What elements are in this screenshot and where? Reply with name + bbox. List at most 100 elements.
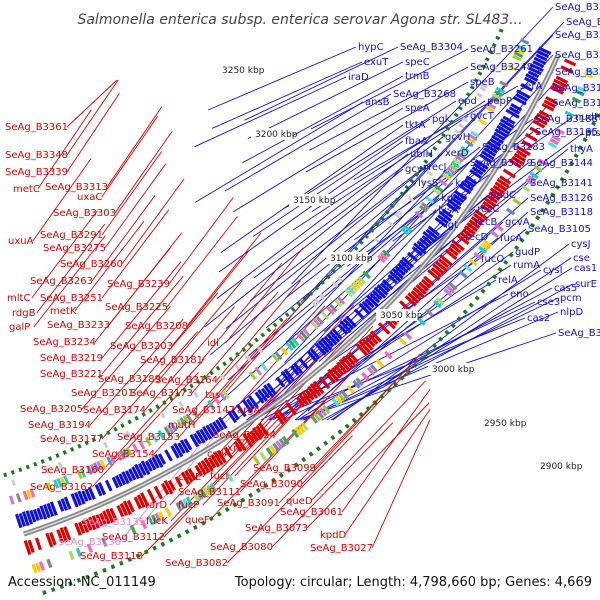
forward-leader-line [153, 343, 254, 455]
forward-gene-label: SeAg_B3251 [40, 293, 103, 304]
tick-marker-inner [25, 464, 30, 470]
reverse-gene-arrow [337, 323, 349, 335]
cog-track-forward [140, 519, 148, 530]
reverse-gene-arrow [533, 56, 547, 66]
tick-marker-inner [296, 301, 302, 307]
reverse-gene-arrow [421, 235, 433, 245]
reverse-gene-arrow [502, 115, 516, 125]
tick-marker-outer [444, 329, 450, 335]
tick-marker-inner [481, 64, 487, 69]
forward-gene-arrow [285, 402, 297, 416]
tick-marker-inner [127, 419, 132, 425]
forward-gene-arrow [312, 380, 325, 395]
cog-track-forward [551, 134, 561, 142]
forward-gene-label: rarD [145, 500, 167, 511]
reverse-gene-arrow [494, 128, 509, 138]
reverse-gene-arrow [245, 398, 256, 410]
reverse-gene-label: ansB [365, 97, 390, 108]
tick-marker-inner [484, 57, 490, 62]
forward-gene-arrow [468, 219, 481, 229]
tick-marker-outer [540, 207, 546, 213]
tick-marker-outer [76, 577, 82, 583]
reverse-gene-label: speA [405, 103, 430, 114]
cog-track-forward [537, 158, 548, 166]
cog-track-forward [322, 405, 331, 415]
reverse-gene-arrow [358, 302, 371, 315]
tick-marker-inner [325, 274, 331, 280]
cog-track-forward [403, 331, 413, 341]
tick-marker-inner [461, 99, 467, 104]
reverse-gene-label: eno [510, 289, 529, 300]
reverse-gene-label: fucO [481, 254, 504, 265]
tick-marker-inner [209, 370, 214, 376]
forward-gene-arrow [153, 485, 163, 500]
cog-track-forward [68, 550, 75, 561]
reverse-gene-label: iraD [348, 72, 369, 83]
tick-marker-outer [248, 492, 254, 498]
tick-marker-inner [260, 332, 266, 338]
forward-leader-line [81, 306, 171, 410]
forward-gene-label: SeAg_B3275 [43, 243, 106, 254]
forward-leader-line [202, 386, 316, 506]
reverse-leader-line [216, 153, 409, 299]
reverse-gene-arrow [193, 433, 202, 445]
cog-track-reverse [377, 254, 386, 263]
forward-gene-label: SeAg_B3147 [172, 405, 235, 416]
reverse-leader-line [305, 81, 469, 173]
forward-gene-arrow [365, 336, 376, 348]
reverse-gene-arrow [527, 70, 540, 79]
tick-marker-inner [436, 139, 442, 145]
reverse-gene-arrow [49, 501, 58, 516]
cog-track-forward [226, 472, 234, 483]
reverse-gene-arrow [320, 337, 333, 351]
cog-track-reverse [379, 252, 389, 261]
forward-gene-arrow [427, 269, 441, 282]
map-title: Salmonella enterica subsp. enterica sero… [77, 12, 522, 28]
forward-gene-arrow [194, 464, 204, 477]
cog-track-reverse [425, 196, 435, 205]
forward-gene-arrow [549, 85, 564, 95]
reverse-gene-arrow [447, 198, 462, 211]
tick-label-bg [251, 128, 293, 140]
reverse-gene-arrow [144, 460, 153, 472]
reverse-gene-label: kduI [455, 178, 476, 189]
gc-track [103, 441, 109, 449]
gc-track [454, 128, 461, 135]
gc-track [426, 170, 434, 177]
cog-track-forward [585, 68, 595, 76]
tick-marker-outer [208, 516, 214, 522]
forward-gene-arrow [480, 204, 492, 213]
tick-marker-outer [595, 113, 600, 118]
cog-track-forward [278, 438, 287, 448]
reverse-gene-arrow [164, 449, 173, 462]
cog-track-reverse [166, 424, 175, 434]
forward-gene-arrow [298, 393, 309, 406]
tick-marker-outer [200, 520, 206, 526]
cog-track-reverse [381, 249, 391, 258]
tick-marker-inner [336, 263, 342, 269]
reverse-gene-arrow [87, 486, 96, 500]
cog-track-forward [313, 412, 322, 422]
forward-gene-arrow [207, 456, 217, 469]
forward-gene-arrow [521, 139, 534, 149]
cog-track-reverse [163, 426, 171, 436]
tick-marker-inner [70, 446, 75, 452]
forward-leader-line [89, 318, 184, 426]
tick-marker-outer [491, 274, 498, 280]
cog-track-forward [384, 350, 393, 360]
reverse-leader-line [311, 100, 486, 212]
forward-gene-label: SeAg_B3153 [117, 432, 180, 443]
cog-track-forward [489, 229, 500, 238]
tick-marker-inner [91, 437, 97, 443]
gc-track [159, 411, 166, 419]
forward-gene-arrow [85, 518, 93, 531]
cog-track-forward [297, 424, 306, 434]
tick-marker-inner [55, 453, 60, 458]
gc-track [420, 178, 427, 185]
forward-leader-line [114, 130, 173, 214]
forward-gene-arrow [348, 351, 359, 364]
forward-leader-line [66, 79, 119, 156]
forward-gene-arrow [325, 372, 336, 384]
tick-marker-inner [331, 268, 337, 274]
reverse-gene-label: SeAg_B3241 [555, 30, 600, 41]
